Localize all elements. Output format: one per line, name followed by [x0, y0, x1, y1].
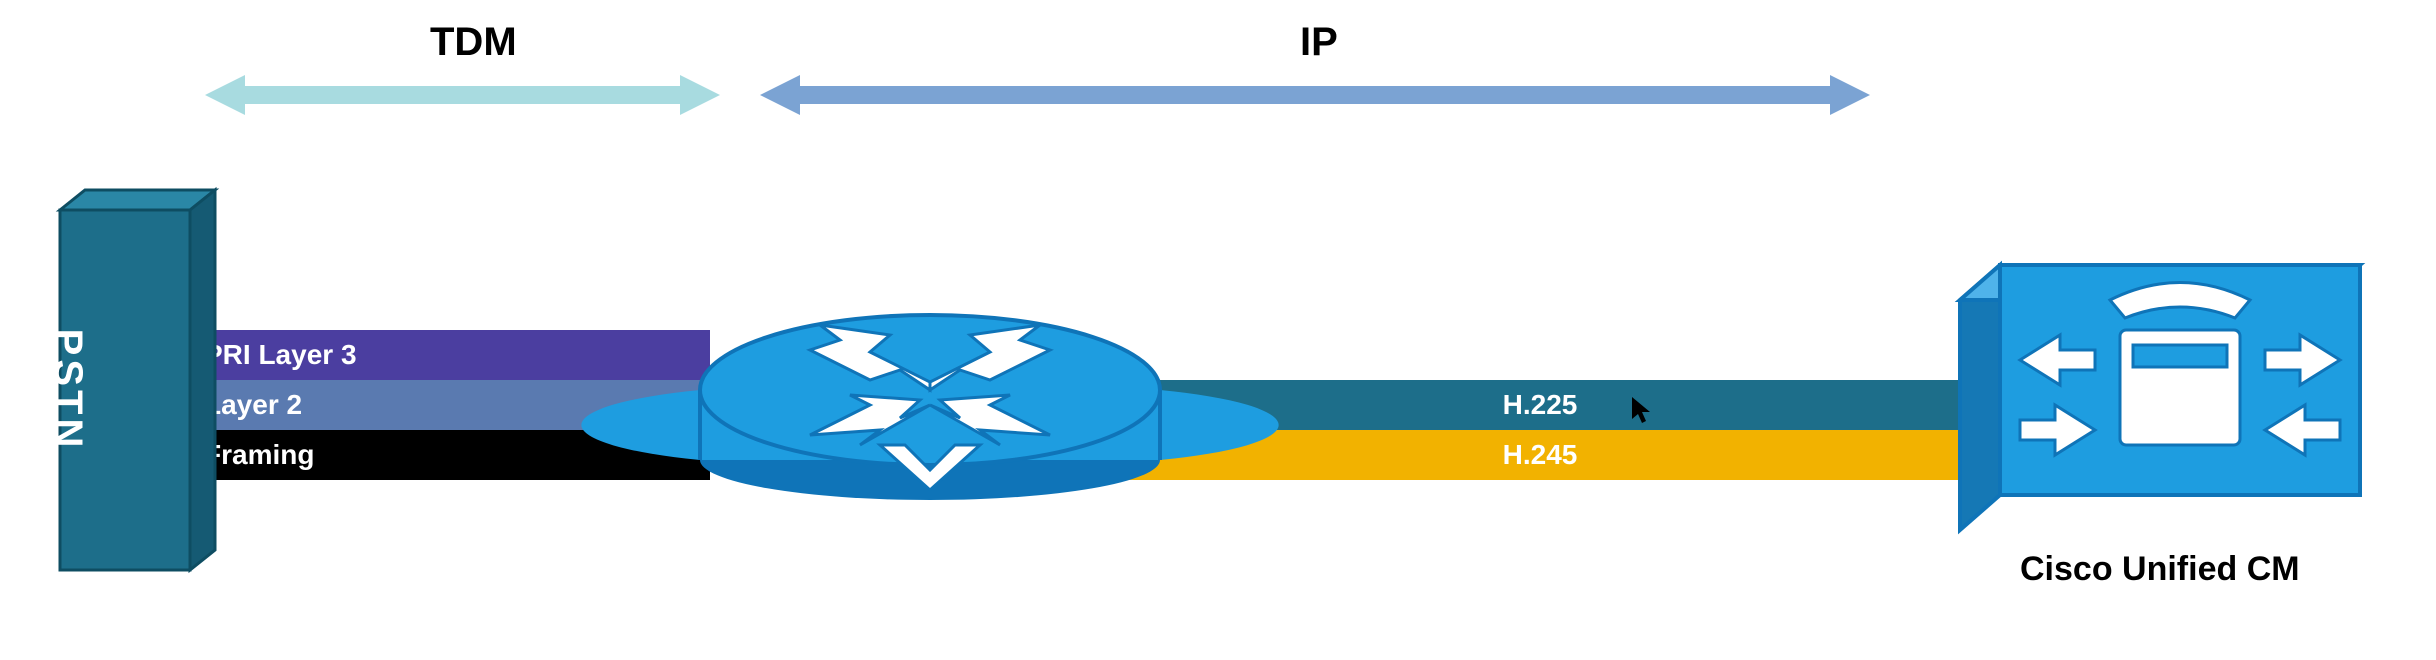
cm-caption: Cisco Unified CM — [2020, 550, 2300, 589]
diagram-canvas: TDM IP PRI Layer 3 Layer 2 Framing H.225… — [0, 0, 2436, 660]
